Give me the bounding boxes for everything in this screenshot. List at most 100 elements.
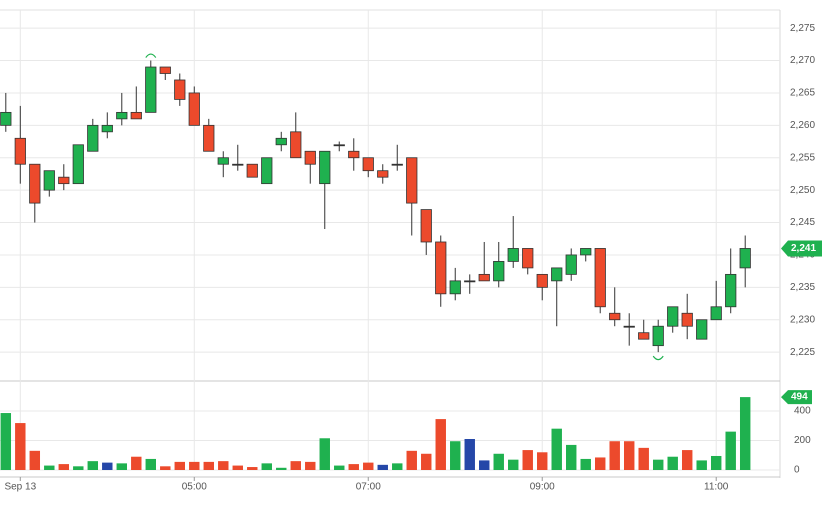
volume-bar xyxy=(406,450,417,470)
volume-bar xyxy=(638,447,649,470)
x-tick-label: Sep 13 xyxy=(4,482,36,493)
y-tick-label: 2,275 xyxy=(790,23,815,34)
candle-body xyxy=(348,150,360,159)
volume-bar xyxy=(421,453,432,470)
volume-bar xyxy=(450,441,461,470)
volume-bar xyxy=(725,431,736,470)
volume-bar xyxy=(710,455,722,470)
candle-body xyxy=(710,306,722,321)
volume-bar xyxy=(624,441,635,470)
candle-body xyxy=(319,150,331,185)
volume-bar xyxy=(595,457,606,470)
candle-body xyxy=(507,248,519,262)
last-volume-tag xyxy=(781,390,812,405)
candle-body xyxy=(580,248,592,256)
volume-bar xyxy=(218,461,229,470)
volume-bar xyxy=(87,461,99,470)
volume-bar xyxy=(696,460,707,470)
volume-bar xyxy=(290,461,301,470)
candle-body xyxy=(464,280,476,283)
candle-body xyxy=(652,325,664,347)
candle-body xyxy=(290,131,302,159)
volume-bar xyxy=(667,456,678,470)
candle-body xyxy=(609,312,621,321)
volume-bar xyxy=(334,465,345,470)
candle-body xyxy=(0,111,12,126)
y-tick-label: 2,250 xyxy=(790,185,815,196)
y-tick-label: 2,260 xyxy=(790,120,815,131)
candle-body xyxy=(130,111,142,120)
candle-body xyxy=(304,150,316,165)
candle-body xyxy=(420,209,432,243)
volume-bar xyxy=(551,428,562,470)
volume-bar xyxy=(189,461,200,470)
volume-bar xyxy=(681,450,693,470)
volume-bar xyxy=(652,459,664,470)
volume-bar xyxy=(479,460,490,470)
x-tick-label: 07:00 xyxy=(356,482,381,493)
volume-bar xyxy=(305,461,316,470)
y-tick-label: 2,265 xyxy=(790,88,815,99)
volume-bar xyxy=(247,467,258,470)
candle-body xyxy=(594,248,606,308)
y-tick-label: 2,230 xyxy=(790,314,815,325)
candle-body xyxy=(377,170,389,178)
candle-body xyxy=(72,144,84,185)
candle-body xyxy=(551,267,563,282)
candle-body xyxy=(275,137,287,146)
candle-body xyxy=(681,312,693,327)
volume-bar xyxy=(116,463,128,470)
candle-body xyxy=(667,306,679,327)
volume-tick-label: 400 xyxy=(794,406,811,417)
volume-bar xyxy=(739,397,751,470)
volume-bar xyxy=(348,464,359,470)
volume-bar xyxy=(174,461,185,470)
volume-tick-label: 0 xyxy=(794,465,800,476)
volume-bar xyxy=(160,466,171,470)
volume-bar xyxy=(508,459,519,470)
candle-body xyxy=(188,92,200,126)
candle-body xyxy=(232,163,244,166)
volume-bar xyxy=(319,438,330,470)
candle-body xyxy=(14,137,26,165)
candle-body xyxy=(435,241,447,295)
volume-bar xyxy=(276,467,287,470)
volume-bar xyxy=(0,413,12,470)
candle-body xyxy=(246,163,258,178)
volume-bar xyxy=(29,450,41,470)
candle-body xyxy=(725,273,737,308)
x-tick-label: 09:00 xyxy=(530,482,555,493)
volume-tick-label: 200 xyxy=(794,435,811,446)
volume-bar xyxy=(464,439,475,470)
candle-body xyxy=(406,157,418,204)
candle-body xyxy=(536,273,548,288)
last-price-tag xyxy=(781,240,822,257)
volume-bar xyxy=(58,464,70,470)
volume-bar xyxy=(377,464,388,470)
candle-body xyxy=(217,157,229,165)
volume-bar xyxy=(73,466,84,470)
volume-bar xyxy=(145,458,156,470)
volume-bar xyxy=(203,461,214,470)
volume-bar xyxy=(435,419,446,470)
volume-bar xyxy=(580,458,591,470)
candle-body xyxy=(333,144,345,147)
candle-body xyxy=(493,261,505,282)
volume-bar xyxy=(44,465,55,470)
volume-bar xyxy=(537,452,548,470)
extreme-marker xyxy=(652,355,664,361)
candle-body xyxy=(87,124,99,152)
candle-body xyxy=(261,157,273,185)
y-tick-label: 2,255 xyxy=(790,152,815,163)
volume-bar xyxy=(363,462,374,470)
candle-body xyxy=(449,280,461,295)
candle-body xyxy=(522,248,534,269)
last-price-label: 2,241 xyxy=(791,243,816,254)
volume-bar xyxy=(232,465,243,470)
candle-body xyxy=(29,163,41,204)
candle-body xyxy=(565,254,577,275)
volume-bar xyxy=(131,456,142,470)
y-tick-label: 2,225 xyxy=(790,347,815,358)
